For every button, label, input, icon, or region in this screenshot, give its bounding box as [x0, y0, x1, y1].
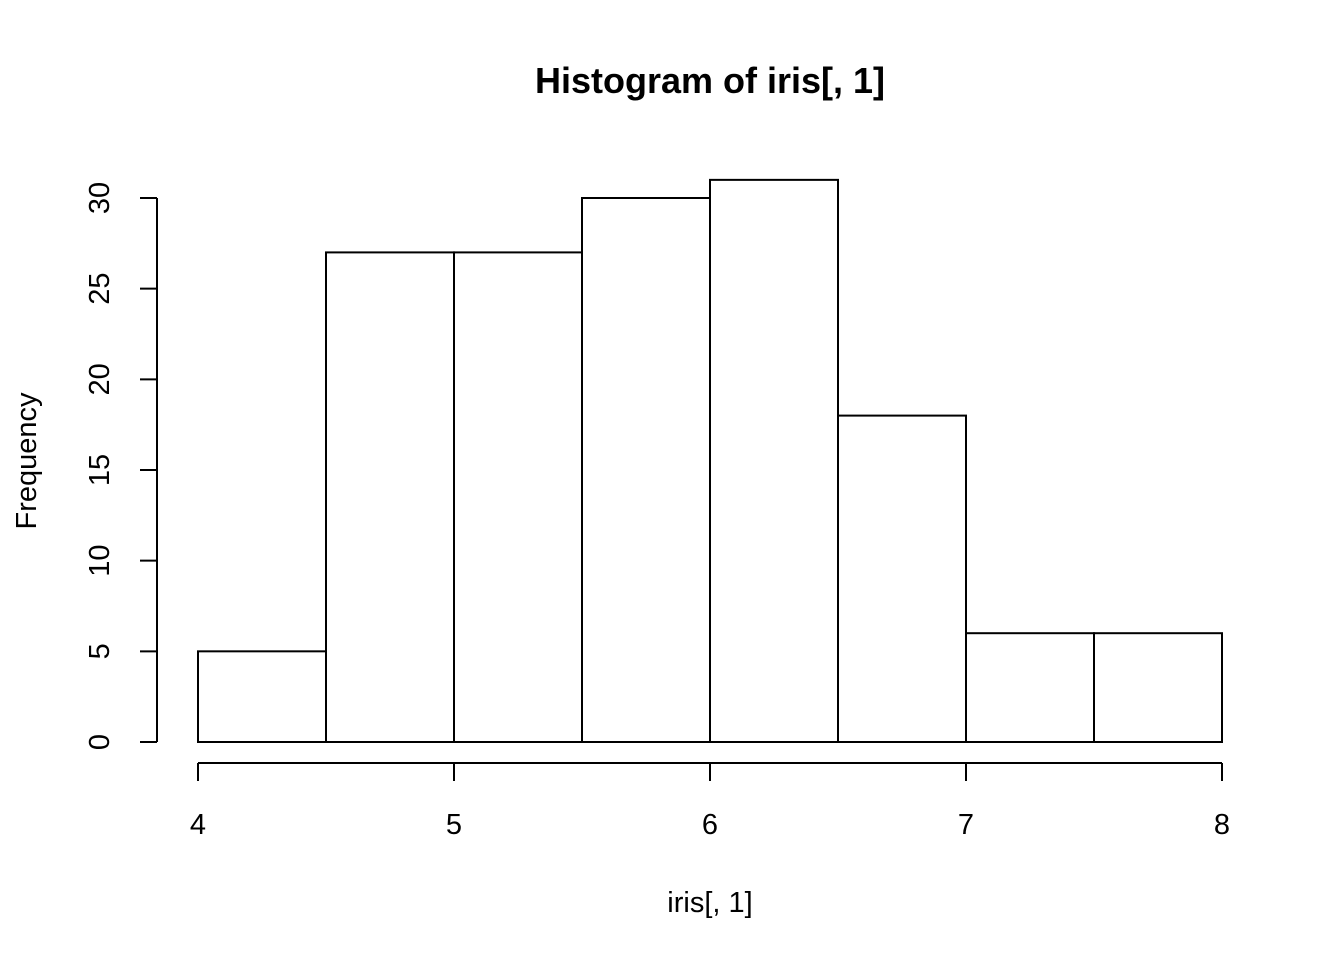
x-axis: 4 5 6 7 8: [190, 762, 1230, 841]
y-tick-label: 30: [84, 182, 116, 214]
histogram-bar-4: [581, 197, 711, 743]
x-tick-label: 8: [1214, 809, 1230, 841]
x-tick-label: 7: [958, 809, 974, 841]
histogram-bar-3: [453, 251, 583, 743]
y-tick-label: 20: [84, 363, 116, 395]
x-axis-label: iris[, 1]: [667, 887, 752, 919]
histogram-bar-7: [965, 632, 1095, 744]
y-tick-label: 15: [84, 454, 116, 486]
chart-title: Histogram of iris[, 1]: [535, 60, 885, 101]
y-tick-label: 25: [84, 273, 116, 305]
y-tick-label: 10: [84, 545, 116, 577]
histogram-bar-5: [709, 178, 839, 744]
y-axis: 0 5 10 15 20 25 30: [84, 182, 158, 750]
y-tick-label: 0: [84, 734, 116, 750]
histogram-bars: [197, 178, 1223, 744]
y-axis-label: Frequency: [11, 392, 43, 530]
histogram-bar-2: [325, 251, 455, 743]
histogram-bar-6: [837, 414, 967, 743]
histogram-bar-8: [1093, 632, 1223, 744]
x-tick-label: 5: [446, 809, 462, 841]
y-tick-label: 5: [84, 643, 116, 659]
x-tick-label: 4: [190, 809, 206, 841]
x-tick-label: 6: [702, 809, 718, 841]
histogram-bar-1: [197, 650, 327, 743]
